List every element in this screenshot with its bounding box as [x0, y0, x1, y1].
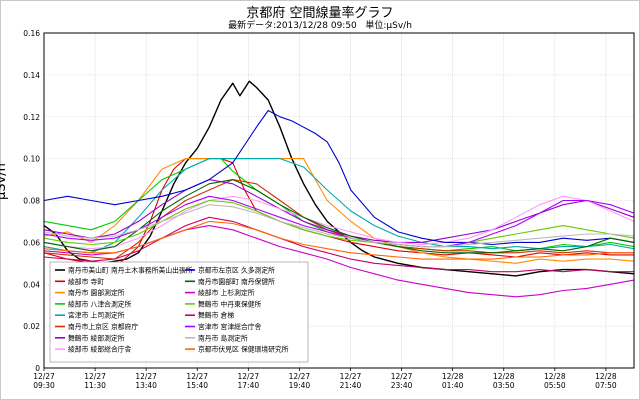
legend-entry: 綾部市 寺町	[68, 277, 104, 286]
series-line	[43, 199, 635, 248]
series-line	[43, 179, 634, 260]
legend-entry: 綾部市 八津合測定所	[68, 299, 132, 308]
chart-title: 京都府 空間線量率グラフ	[246, 6, 394, 21]
legend-entry: 宮津市 宮津総合庁舎	[198, 322, 262, 331]
x-tick-date: 12/27	[238, 372, 260, 381]
y-tick-label: 0.16	[23, 29, 40, 38]
unit-value: μSv/h	[386, 21, 412, 31]
latest-data-label: 最新データ:	[228, 21, 277, 31]
legend-entry: 綾部市 綾部総合庁舎	[68, 345, 132, 354]
x-tick-time: 21:40	[340, 381, 362, 390]
y-tick-label: 0	[35, 364, 40, 373]
series-line	[43, 204, 635, 248]
x-tick-date: 12/27	[289, 372, 311, 381]
x-tick-date: 12/27	[135, 372, 157, 381]
series-line	[43, 179, 635, 243]
x-tick-time: 09:30	[33, 381, 55, 390]
x-tick-date: 12/27	[33, 372, 55, 381]
x-tick-time: 15:40	[186, 381, 208, 390]
y-tick-label: 0.14	[23, 71, 40, 80]
series-line	[43, 195, 635, 248]
x-tick-time: 07:50	[595, 381, 617, 390]
x-tick-date: 12/28	[544, 372, 566, 381]
legend-entry: 京都市伏見区 保健環境研究所	[198, 345, 289, 354]
legend-entry: 宮津市 上司測定所	[68, 311, 125, 320]
x-tick-time: 13:40	[135, 381, 157, 390]
legend-entry: 舞鶴市 中丹東保健所	[198, 299, 262, 308]
y-axis-ticks: 0 0.02 0.04 0.06 0.08 0.10 0.12 0.14 0.16	[23, 29, 40, 373]
unit-label: 単位:	[365, 21, 387, 31]
series-line	[43, 220, 634, 260]
chart-subtitle: 最新データ:2013/12/28 09:50 単位:μSv/h	[0, 18, 640, 31]
y-tick-label: 0.06	[23, 238, 40, 247]
series-line	[43, 179, 635, 254]
y-tick-label: 0.08	[23, 197, 40, 206]
x-tick-time: 11:30	[84, 381, 106, 390]
legend-entry: 京都市左京区 久多測定所	[198, 266, 275, 275]
legend-entry: 舞鶴市 倉梯	[198, 311, 234, 320]
legend-entry: 南丹市美山町 南丹土木事務所美山出張所	[68, 266, 193, 275]
legend-entry: 綾部市 上杉測定所	[198, 288, 255, 297]
x-tick-date: 12/27	[84, 372, 106, 381]
y-tick-label: 0.10	[23, 155, 40, 164]
legend-entry: 南丹市 島測定所	[198, 333, 248, 342]
legend-entry: 舞鶴市 綾部測定所	[68, 333, 125, 342]
series-line	[43, 216, 634, 273]
y-tick-label: 0.04	[23, 280, 40, 289]
x-tick-time: 23:40	[391, 381, 413, 390]
x-tick-date: 12/28	[442, 372, 464, 381]
series-lines	[43, 80, 635, 298]
x-tick-time: 05:50	[544, 381, 566, 390]
x-tick-time: 03:50	[493, 381, 515, 390]
x-tick-time: 19:40	[289, 381, 311, 390]
series-line	[43, 158, 635, 252]
y-tick-label: 0.12	[23, 113, 40, 122]
x-tick-time: 01:40	[442, 381, 464, 390]
legend-entry: 南丹市園部町 南丹保健所	[198, 277, 275, 286]
y-tick-label: 0.02	[23, 322, 40, 331]
plot-area-border	[43, 32, 635, 369]
x-tick-date: 12/27	[391, 372, 413, 381]
legend-entry: 南丹市 園部測定所	[68, 288, 125, 297]
legend-box	[49, 261, 309, 363]
series-line	[43, 195, 635, 250]
x-tick-date: 12/27	[186, 372, 208, 381]
legend-entry: 南丹市上京区 京都府庁	[68, 322, 138, 331]
x-tick-date: 12/27	[340, 372, 362, 381]
x-axis-ticks: 12/2709:3012/2711:3012/2713:4012/2715:40…	[33, 368, 617, 390]
latest-data-time: 2013/12/28 09:50	[276, 21, 357, 31]
x-tick-date: 12/28	[595, 372, 617, 381]
series-line	[43, 109, 635, 246]
series-line	[43, 158, 635, 254]
x-tick-time: 17:40	[238, 381, 260, 390]
series-line	[43, 158, 635, 264]
x-tick-date: 12/28	[493, 372, 515, 381]
